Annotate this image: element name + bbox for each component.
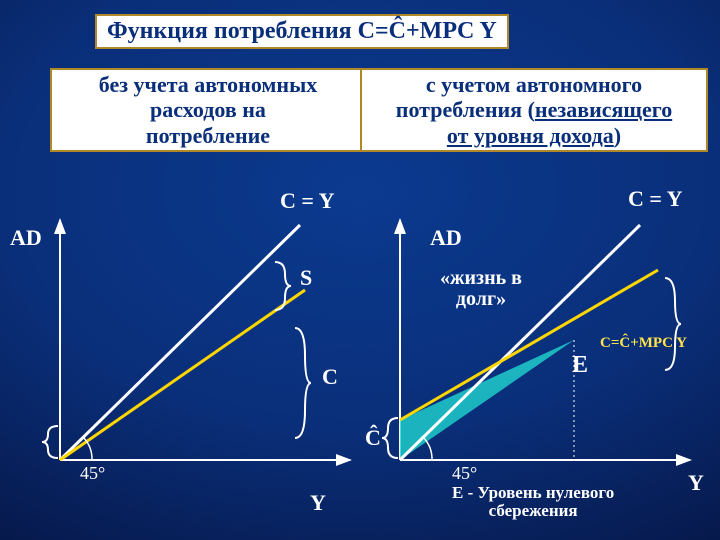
right-caption: E - Уровень нулевого сбережения [452,484,614,520]
left-s: S [300,265,312,291]
left-c-eq-y: C = Y [280,188,335,214]
right-life-in-debt: «жизнь в долг» [440,268,522,310]
right-45deg: 45° [452,463,477,484]
right-c-formula: C=Ĉ+MPC Y [600,335,687,352]
right-e: E [572,352,588,379]
diagrams-svg [0,0,720,540]
left-c: C [322,364,338,390]
left-y: Y [310,490,326,516]
left-45deg: 45° [80,463,105,484]
left-c-hat: Ĉ [365,425,381,451]
left-ad: AD [10,225,42,251]
right-c-eq-y: C = Y [628,186,683,212]
right-ad: AD [430,225,462,251]
right-y: Y [688,470,704,496]
